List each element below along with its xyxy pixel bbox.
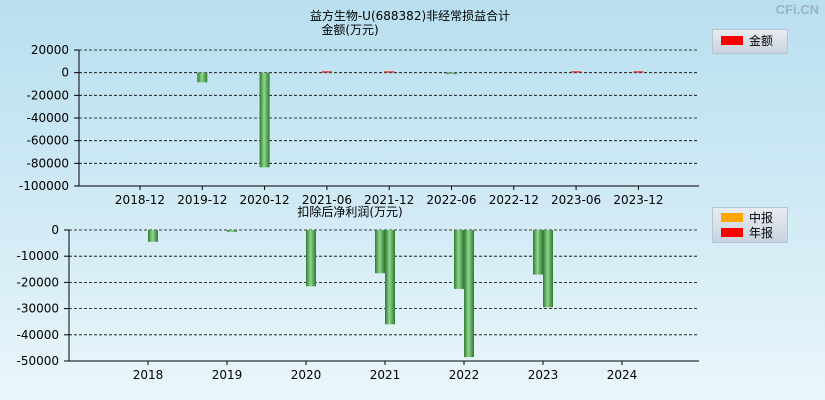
x-tick-label: 2020-12 bbox=[240, 193, 290, 207]
x-tick-label: 2023-12 bbox=[613, 193, 663, 207]
bar bbox=[321, 71, 332, 73]
y-tick-label: -40000 bbox=[16, 328, 59, 342]
bar bbox=[571, 71, 582, 73]
y-tick-label: 0 bbox=[51, 223, 59, 237]
chart1-legend-label: 金额 bbox=[749, 34, 774, 48]
x-tick-label: 2021-06 bbox=[302, 193, 352, 207]
chart2-legend: 中报 年报 bbox=[712, 207, 788, 243]
bar bbox=[464, 230, 474, 358]
y-tick-label: -60000 bbox=[26, 134, 69, 148]
y-tick-label: -50000 bbox=[16, 354, 59, 368]
x-tick-label: 2021 bbox=[370, 368, 401, 382]
legend-swatch-red bbox=[721, 228, 743, 237]
x-tick-label: 2020 bbox=[291, 368, 322, 382]
x-tick-label: 2023 bbox=[528, 368, 559, 382]
x-tick-label: 2022 bbox=[449, 368, 480, 382]
y-tick-label: -20000 bbox=[16, 275, 59, 289]
chart1-legend: 金额 bbox=[712, 29, 788, 54]
y-tick-label: 20000 bbox=[31, 43, 69, 57]
bar bbox=[259, 72, 270, 168]
x-tick-label: 2022-06 bbox=[426, 193, 476, 207]
chart2-legend-item-annual: 年报 bbox=[713, 225, 787, 240]
y-tick-label: -20000 bbox=[26, 88, 69, 102]
x-tick-label: 2019-12 bbox=[177, 193, 227, 207]
chart2-legend-label-annual: 年报 bbox=[749, 226, 774, 240]
bar bbox=[375, 230, 385, 274]
x-tick-label: 2019 bbox=[212, 368, 243, 382]
bar bbox=[446, 72, 457, 75]
y-tick-label: -100000 bbox=[19, 179, 69, 193]
legend-swatch-red bbox=[721, 36, 743, 45]
bar bbox=[227, 230, 237, 232]
x-tick-label: 2018-12 bbox=[115, 193, 165, 207]
chart2-title: 扣除后净利润(万元) bbox=[297, 204, 402, 219]
chart2-legend-item-interim: 中报 bbox=[713, 210, 787, 225]
y-tick-label: 0 bbox=[61, 66, 69, 80]
chart1-legend-item: 金额 bbox=[713, 33, 787, 48]
chart1-title: 益方生物-U(688382)非经常损益合计 bbox=[310, 8, 510, 23]
y-tick-label: -40000 bbox=[26, 111, 69, 125]
bar bbox=[384, 71, 395, 73]
net-profit-chart: 扣除后净利润(万元) 0 -10000 -20000 -30000 -40000 -500… bbox=[16, 204, 699, 382]
chart1-subtitle: 金额(万元) bbox=[321, 22, 378, 37]
nonrecurring-chart: 益方生物-U(688382)非经常损益合计 金额(万元) 20000 0 -2000… bbox=[19, 8, 699, 207]
bar bbox=[385, 230, 395, 325]
brand-logo-text: CFi.CN bbox=[775, 2, 819, 17]
y-tick-label: -80000 bbox=[26, 156, 69, 170]
y-tick-label: -30000 bbox=[16, 302, 59, 316]
x-tick-label: 2022-12 bbox=[489, 193, 539, 207]
x-tick-label: 2024 bbox=[607, 368, 638, 382]
bar bbox=[633, 71, 644, 73]
y-tick-label: -10000 bbox=[16, 249, 59, 263]
bar bbox=[543, 230, 553, 308]
legend-swatch-orange bbox=[721, 213, 743, 222]
bar bbox=[454, 230, 464, 289]
bar bbox=[533, 230, 543, 275]
x-tick-label: 2021-12 bbox=[364, 193, 414, 207]
bar bbox=[306, 230, 316, 287]
bar bbox=[148, 230, 158, 242]
chart2-legend-label-interim: 中报 bbox=[749, 211, 774, 225]
x-tick-label: 2018 bbox=[133, 368, 164, 382]
x-tick-label: 2023-06 bbox=[551, 193, 601, 207]
bar bbox=[197, 72, 208, 83]
